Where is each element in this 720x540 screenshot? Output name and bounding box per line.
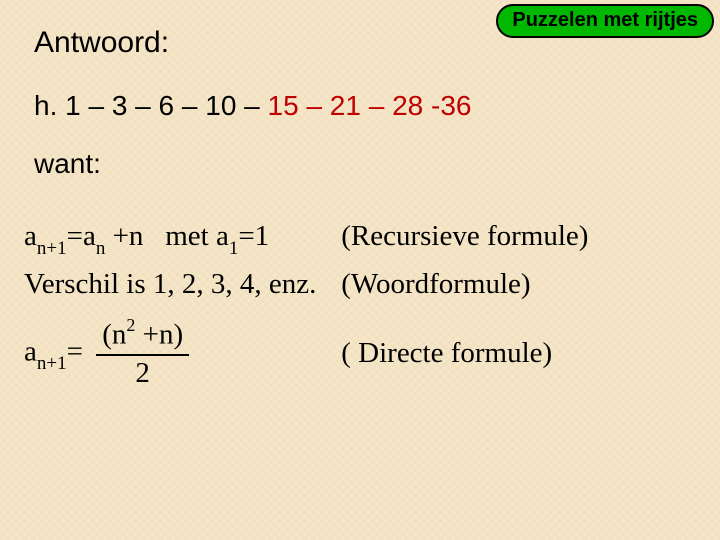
fraction-numerator: (n2 +n) xyxy=(96,318,189,356)
f1-eq: = xyxy=(67,220,83,252)
formula-direct-expr: an+1= (n2 +n) 2 xyxy=(24,318,334,389)
f3-numsup: 2 xyxy=(126,315,135,335)
want-label: want: xyxy=(34,148,101,180)
f3-a: a xyxy=(24,335,37,367)
f1-plusn: +n xyxy=(105,220,143,252)
fraction: (n2 +n) 2 xyxy=(96,318,189,389)
sequence-line: h. 1 – 3 – 6 – 10 – 15 – 21 – 28 -36 xyxy=(34,90,471,122)
formula-word: Verschil is 1, 2, 3, 4, enz. (Woordformu… xyxy=(24,268,531,301)
f1-a2: a xyxy=(83,220,96,252)
formula-word-text: Verschil is 1, 2, 3, 4, enz. xyxy=(24,268,334,301)
formula-recursive-label: (Recursieve formule) xyxy=(341,220,588,253)
f1-met: met xyxy=(143,220,216,252)
f1-a1sub: 1 xyxy=(229,238,239,259)
answer-heading: Antwoord: xyxy=(34,26,169,60)
title-badge: Puzzelen met rijtjes xyxy=(496,4,714,38)
sequence-given: h. 1 – 3 – 6 – 10 – xyxy=(34,90,268,121)
badge-label: Puzzelen met rijtjes xyxy=(512,9,698,31)
f3-numrest: +n) xyxy=(135,319,183,351)
f1-sub2: n xyxy=(96,238,106,259)
f1-a1: a xyxy=(24,220,37,252)
f1-sub1: n+1 xyxy=(37,238,67,259)
formula-recursive: an+1=an +n met a1=1 (Recursieve formule) xyxy=(24,220,588,258)
f1-a1eq: =1 xyxy=(238,220,269,252)
formula-direct-label: ( Directe formule) xyxy=(341,337,552,370)
f3-eq: = xyxy=(67,335,83,367)
formula-word-label: (Woordformule) xyxy=(341,268,530,301)
formula-recursive-expr: an+1=an +n met a1=1 xyxy=(24,220,334,258)
fraction-denominator: 2 xyxy=(96,356,189,390)
f1-a1base: a xyxy=(216,220,229,252)
f3-sub: n+1 xyxy=(37,353,67,374)
sequence-answer: 15 – 21 – 28 -36 xyxy=(268,90,472,121)
formula-direct: an+1= (n2 +n) 2 ( Directe formule) xyxy=(24,318,552,389)
f3-numopen: (n xyxy=(102,319,126,351)
